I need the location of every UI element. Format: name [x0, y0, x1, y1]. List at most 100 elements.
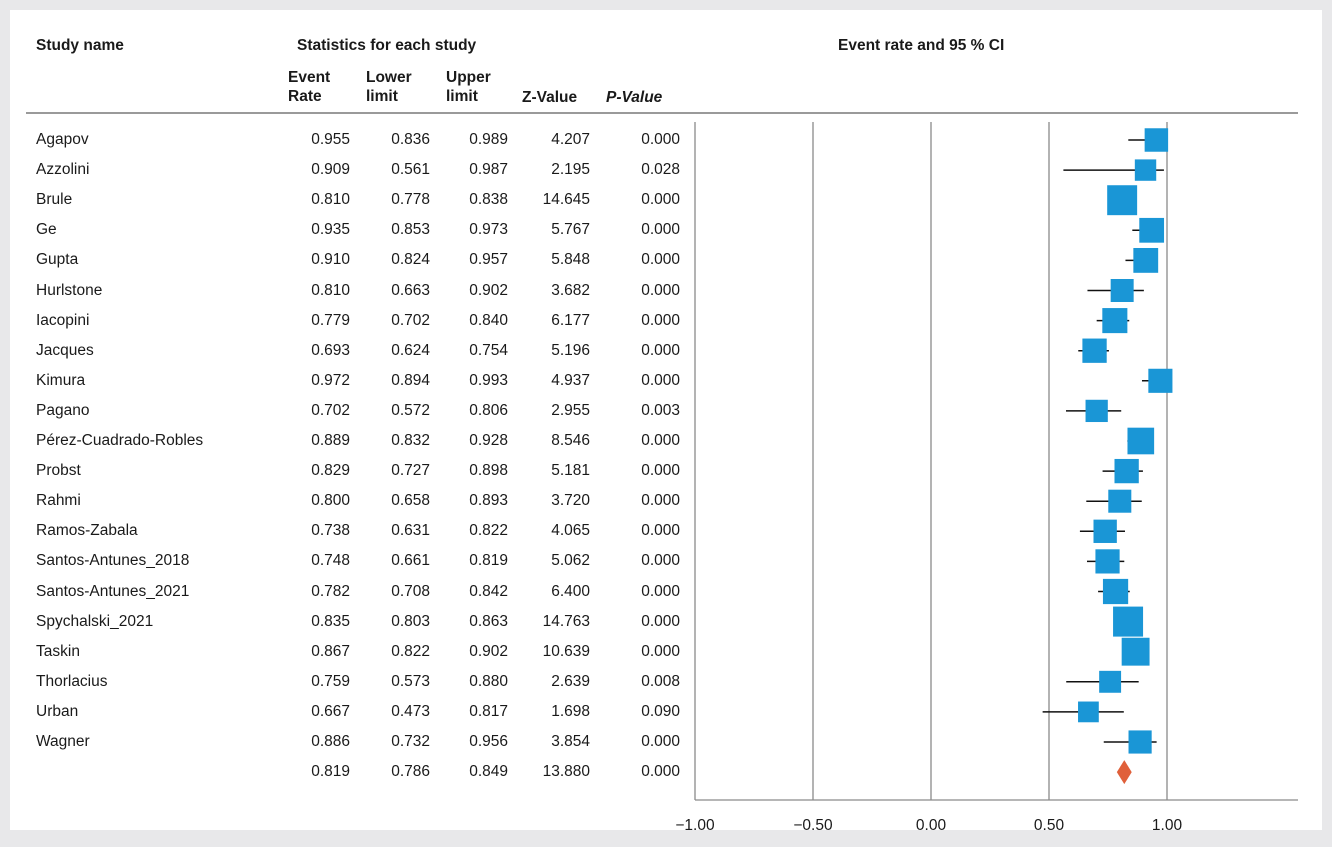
p-value-cell: 0.000 [641, 492, 680, 510]
z-value-cell: 3.720 [551, 492, 590, 510]
lower-limit-cell: 0.658 [391, 492, 430, 510]
upper-limit-cell: 0.902 [469, 642, 508, 660]
lower-limit-cell: 0.702 [391, 311, 430, 329]
z-value-cell: 2.195 [551, 161, 590, 179]
lower-limit-cell: 0.832 [391, 432, 430, 449]
z-value-cell: 5.062 [551, 552, 590, 570]
statistics-group-header: Statistics for each study [297, 37, 477, 54]
p-value-cell: 0.000 [641, 612, 680, 630]
upper-limit-cell: 0.987 [469, 161, 508, 179]
upper-limit-cell: 0.842 [469, 582, 508, 600]
x-tick-label: −1.00 [675, 817, 715, 834]
p-value-cell: 0.028 [641, 161, 680, 179]
summary-diamond [1116, 760, 1132, 785]
study-name-cell: Pérez-Cuadrado-Robles [36, 432, 204, 449]
p-value-cell: 0.003 [641, 401, 680, 419]
p-value-cell: 0.000 [641, 642, 680, 660]
study-marker [1102, 308, 1128, 334]
z-value-cell: 3.854 [551, 733, 590, 750]
study-name-cell: Pagano [36, 401, 90, 419]
study-marker [1102, 578, 1129, 605]
upper-limit-cell: 0.849 [469, 763, 508, 781]
upper-limit-cell: 0.956 [469, 733, 508, 750]
z-value-cell: 14.645 [542, 191, 590, 209]
upper-limit-header-line2: limit [446, 88, 478, 105]
upper-limit-cell: 0.928 [469, 432, 508, 449]
p-value-cell: 0.000 [641, 311, 680, 329]
lower-limit-cell: 0.572 [391, 401, 430, 419]
event-rate-cell: 0.779 [311, 311, 350, 329]
lower-limit-header-line1: Lower [366, 69, 412, 86]
p-value-cell: 0.000 [641, 281, 680, 299]
study-marker [1127, 427, 1155, 455]
x-tick-label: 0.50 [1034, 817, 1065, 834]
study-name-cell: Jacques [36, 341, 94, 359]
z-value-cell: 8.546 [551, 432, 590, 449]
event-rate-cell: 0.829 [311, 462, 350, 480]
study-name-cell: Thorlacius [36, 672, 108, 690]
event-rate-cell: 0.935 [311, 221, 350, 239]
lower-limit-header: Lower limit [366, 68, 412, 106]
lower-limit-cell: 0.727 [391, 462, 430, 480]
lower-limit-cell: 0.473 [391, 702, 430, 720]
study-name-cell: Santos-Antunes_2021 [36, 582, 190, 600]
study-marker [1113, 606, 1144, 637]
upper-limit-cell: 0.840 [469, 311, 508, 329]
upper-limit-cell: 0.898 [469, 462, 508, 480]
study-name-cell: Spychalski_2021 [36, 612, 154, 630]
lower-limit-cell: 0.853 [391, 221, 430, 239]
study-marker [1144, 128, 1169, 152]
z-value-cell: 6.400 [551, 582, 590, 600]
event-rate-cell: 0.810 [311, 281, 350, 299]
study-marker [1134, 159, 1157, 181]
event-rate-cell: 0.886 [311, 733, 350, 750]
p-value-cell: 0.000 [641, 522, 680, 540]
study-marker [1107, 185, 1138, 216]
lower-limit-cell: 0.661 [391, 552, 430, 570]
study-marker [1133, 247, 1159, 273]
study-marker [1095, 549, 1120, 574]
event-rate-cell: 0.910 [311, 251, 350, 269]
lower-limit-header-line2: limit [366, 88, 398, 105]
p-value-header: P-Value [606, 89, 663, 106]
p-value-cell: 0.000 [641, 582, 680, 600]
study-name-header: Study name [36, 37, 124, 54]
study-marker [1108, 489, 1132, 513]
lower-limit-cell: 0.732 [391, 733, 430, 750]
study-name-cell: Urban [36, 702, 79, 720]
study-marker [1110, 279, 1134, 302]
p-value-cell: 0.000 [641, 432, 680, 449]
event-rate-header: Event Rate [288, 68, 330, 106]
event-rate-cell: 0.972 [311, 371, 350, 389]
study-name-cell: Gupta [36, 251, 79, 269]
upper-limit-header: Upper limit [446, 68, 491, 106]
z-value-cell: 3.682 [551, 281, 590, 299]
study-name-cell: Azzolini [36, 161, 90, 179]
lower-limit-cell: 0.824 [391, 251, 430, 269]
p-value-cell: 0.000 [641, 191, 680, 209]
lower-limit-cell: 0.894 [391, 371, 430, 389]
event-rate-cell: 0.810 [311, 191, 350, 209]
p-value-cell: 0.000 [641, 131, 680, 148]
upper-limit-cell: 0.957 [469, 251, 508, 269]
event-rate-cell: 0.867 [311, 642, 350, 660]
z-value-cell: 2.639 [551, 672, 590, 690]
event-rate-cell: 0.693 [311, 341, 350, 359]
event-rate-header-line1: Event [288, 69, 331, 86]
z-value-header: Z-Value [522, 89, 578, 106]
lower-limit-cell: 0.573 [391, 672, 430, 690]
study-marker [1148, 368, 1173, 393]
header-rule [26, 112, 1298, 114]
z-value-cell: 14.763 [542, 612, 590, 630]
z-value-cell: 5.181 [551, 462, 590, 480]
lower-limit-cell: 0.778 [391, 191, 430, 209]
study-marker [1082, 338, 1107, 363]
study-name-cell: Agapov [36, 131, 89, 148]
z-value-cell: 5.196 [551, 341, 590, 359]
study-marker [1114, 458, 1139, 484]
event-rate-cell: 0.702 [311, 401, 350, 419]
event-rate-cell: 0.759 [311, 672, 350, 690]
upper-limit-cell: 0.973 [469, 221, 508, 239]
study-name-cell: Ramos-Zabala [36, 522, 138, 540]
